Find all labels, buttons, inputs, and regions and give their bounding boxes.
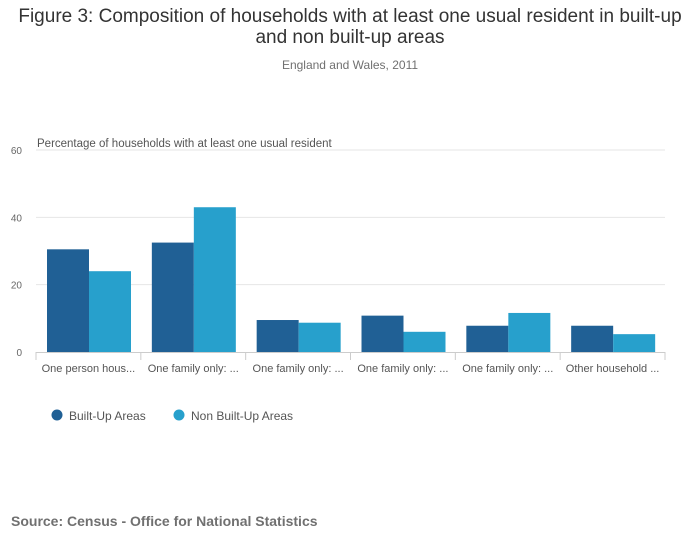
legend-marker [51, 409, 63, 421]
bar-built-up [571, 325, 614, 352]
bar-built-up [256, 320, 299, 352]
bar-non-built-up [508, 312, 551, 352]
chart-title: Figure 3: Composition of households with… [18, 6, 682, 48]
y-tick-label: 0 [16, 348, 22, 359]
bar-built-up [466, 325, 509, 352]
bar-built-up [47, 249, 89, 352]
bar-non-built-up [193, 207, 236, 352]
legend-marker [173, 409, 185, 421]
y-axis-label: Percentage of households with at least o… [37, 138, 333, 150]
x-tick-label: One person hous... [42, 363, 136, 375]
bar-non-built-up [403, 331, 446, 352]
bar-non-built-up [613, 334, 656, 352]
x-tick-label: One family only: ... [357, 363, 448, 375]
source-note: Source: Census - Office for National Sta… [11, 513, 318, 529]
x-tick-label: One family only: ... [253, 363, 344, 375]
y-tick-label: 40 [11, 213, 23, 224]
legend-label: Built-Up Areas [69, 409, 146, 423]
bar-non-built-up [298, 322, 341, 352]
y-tick-label: 20 [11, 281, 23, 292]
x-tick-label: One family only: ... [148, 363, 239, 375]
bar-built-up [361, 315, 404, 352]
legend-label: Non Built-Up Areas [191, 409, 293, 423]
bar-built-up [151, 242, 194, 352]
chart-subtitle: England and Wales, 2011 [281, 58, 419, 72]
bar-non-built-up [89, 271, 131, 352]
x-tick-label: One family only: ... [462, 363, 553, 375]
y-tick-label: 60 [11, 146, 23, 157]
x-tick-label: Other household ... [566, 363, 660, 375]
